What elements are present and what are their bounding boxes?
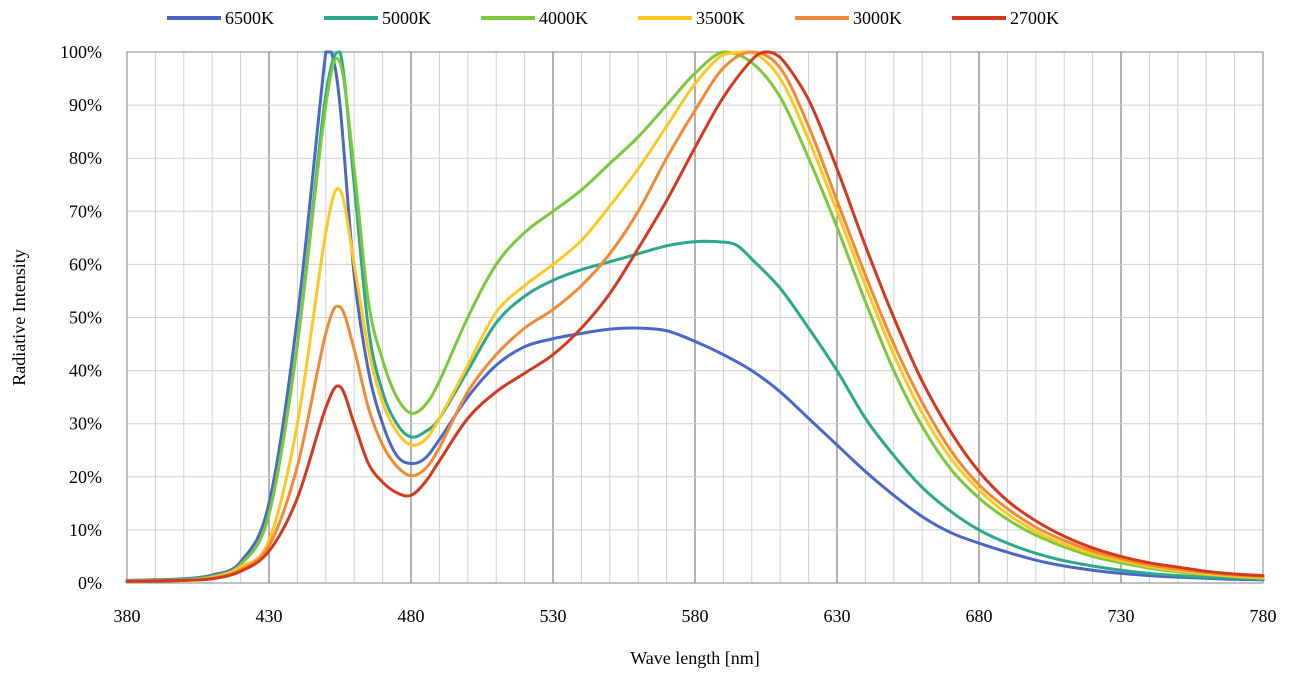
series-line-4000k <box>125 50 1265 583</box>
legend-item-4000k: 4000K <box>481 8 588 28</box>
series-lines <box>125 50 1265 583</box>
x-tick-label: 430 <box>256 606 283 626</box>
legend-label: 5000K <box>382 8 431 28</box>
legend-label: 3500K <box>696 8 745 28</box>
x-tick-label: 480 <box>398 606 425 626</box>
y-tick-label: 30% <box>69 414 102 434</box>
y-tick-label: 40% <box>69 361 102 381</box>
x-tick-label: 380 <box>114 606 141 626</box>
y-axis-title: Radiative Intensity <box>9 249 29 385</box>
plot-area-border <box>126 51 1264 584</box>
legend-item-3500k: 3500K <box>638 8 745 28</box>
x-tick-label: 530 <box>540 606 567 626</box>
x-tick-label: 580 <box>682 606 709 626</box>
y-tick-label: 0% <box>78 573 102 593</box>
series-line-3500k <box>125 50 1265 583</box>
legend-label: 3000K <box>853 8 902 28</box>
series-line-6500k <box>125 50 1265 582</box>
legend-label: 4000K <box>539 8 588 28</box>
legend-label: 2700K <box>1010 8 1059 28</box>
x-axis-title: Wave length [nm] <box>630 648 760 668</box>
x-tick-label: 630 <box>824 606 851 626</box>
y-tick-label: 100% <box>60 42 102 62</box>
legend-label: 6500K <box>225 8 274 28</box>
series-line-3000k <box>125 50 1265 583</box>
legend-item-5000k: 5000K <box>324 8 431 28</box>
legend-item-2700k: 2700K <box>952 8 1059 28</box>
series-line-2700k <box>125 50 1265 583</box>
y-tick-label: 20% <box>69 467 102 487</box>
y-axis-ticks: 0% 10% 20% 30% 40% 50% 60% 70% 80% 90% 100% <box>60 42 102 593</box>
x-tick-label: 730 <box>1108 606 1135 626</box>
y-tick-label: 80% <box>69 148 102 168</box>
legend-item-6500k: 6500K <box>167 8 274 28</box>
y-tick-label: 70% <box>69 201 102 221</box>
y-tick-label: 50% <box>69 308 102 328</box>
y-tick-label: 60% <box>69 254 102 274</box>
x-tick-label: 680 <box>966 606 993 626</box>
y-tick-label: 90% <box>69 95 102 115</box>
x-tick-label: 780 <box>1250 606 1277 626</box>
grid <box>127 52 1263 583</box>
legend-item-3000k: 3000K <box>795 8 902 28</box>
legend: 6500K 5000K 4000K 3500K 3000K 2700K <box>167 8 1059 28</box>
x-axis-ticks: 380 430 480 530 580 630 680 730 780 <box>114 606 1277 626</box>
y-tick-label: 10% <box>69 520 102 540</box>
